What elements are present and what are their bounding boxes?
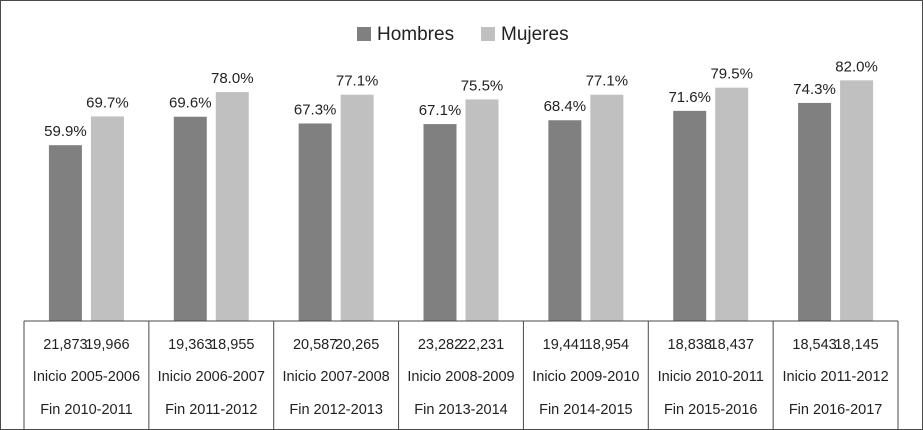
tick-label-inicio-4: Inicio 2008-2009 — [407, 369, 514, 385]
tick-label-inicio-7: Inicio 2011-2012 — [782, 369, 888, 385]
tick-label-inicio-2: Inicio 2006-2007 — [158, 369, 265, 385]
bar-mujeres-2 — [215, 92, 249, 321]
tick-label-fin-6: Fin 2015-2016 — [664, 402, 758, 418]
count-mujeres-7: 18,145 — [834, 337, 878, 353]
data-label-mujeres-3: 77.1% — [336, 73, 379, 90]
bar-hombres-7 — [798, 102, 832, 321]
count-mujeres-6: 18,437 — [710, 337, 754, 353]
count-hombres-2: 19,363 — [168, 337, 212, 353]
bar-mujeres-1 — [90, 116, 124, 321]
bar-hombres-6 — [673, 110, 707, 321]
bar-hombres-1 — [48, 145, 82, 321]
tick-label-fin-7: Fin 2016-2017 — [789, 402, 883, 418]
count-mujeres-2: 18,955 — [210, 337, 254, 353]
bar-mujeres-3 — [340, 94, 374, 321]
bar-mujeres-4 — [465, 99, 499, 321]
tick-label-fin-4: Fin 2013-2014 — [414, 402, 508, 418]
tick-label-fin-1: Fin 2010-2011 — [40, 402, 132, 418]
data-label-hombres-1: 59.9% — [44, 123, 87, 140]
count-mujeres-1: 19,966 — [85, 337, 129, 353]
tick-label-inicio-6: Inicio 2010-2011 — [658, 369, 764, 385]
bar-hombres-3 — [298, 123, 332, 321]
count-mujeres-3: 20,265 — [335, 337, 379, 353]
count-hombres-5: 19,441 — [543, 337, 587, 353]
legend-swatch-mujeres — [481, 27, 495, 41]
bar-mujeres-7 — [840, 80, 874, 321]
data-label-mujeres-4: 75.5% — [461, 77, 504, 94]
data-label-hombres-3: 67.3% — [294, 101, 337, 118]
data-label-mujeres-6: 79.5% — [710, 66, 753, 83]
tick-label-inicio-5: Inicio 2009-2010 — [532, 369, 639, 385]
legend-label-mujeres: Mujeres — [501, 24, 569, 45]
tick-label-fin-2: Fin 2011-2012 — [165, 402, 257, 418]
tick-label-inicio-1: Inicio 2005-2006 — [33, 369, 140, 385]
tick-label-fin-3: Fin 2012-2013 — [289, 402, 383, 418]
count-mujeres-5: 18,954 — [585, 337, 629, 353]
data-label-mujeres-2: 78.0% — [211, 70, 254, 87]
count-mujeres-4: 22,231 — [460, 337, 504, 353]
data-label-hombres-6: 71.6% — [668, 89, 711, 106]
bar-hombres-2 — [173, 116, 207, 321]
data-label-hombres-7: 74.3% — [793, 81, 836, 98]
data-label-mujeres-5: 77.1% — [586, 73, 629, 90]
count-hombres-7: 18,543 — [792, 337, 836, 353]
tick-label-fin-5: Fin 2014-2015 — [539, 402, 633, 418]
count-hombres-3: 20,587 — [293, 337, 337, 353]
data-label-hombres-2: 69.6% — [169, 95, 212, 112]
data-label-mujeres-1: 69.7% — [86, 94, 129, 111]
count-hombres-1: 21,873 — [43, 337, 87, 353]
legend-swatch-hombres — [357, 27, 371, 41]
bar-mujeres-5 — [590, 94, 624, 321]
count-hombres-4: 23,282 — [418, 337, 462, 353]
bar-mujeres-6 — [715, 87, 749, 321]
tick-label-inicio-3: Inicio 2007-2008 — [283, 369, 390, 385]
data-label-mujeres-7: 82.0% — [835, 58, 878, 75]
bar-hombres-5 — [548, 120, 582, 321]
data-label-hombres-5: 68.4% — [544, 98, 587, 115]
bar-hombres-4 — [423, 124, 457, 322]
legend-label-hombres: Hombres — [377, 24, 454, 45]
count-hombres-6: 18,838 — [668, 337, 712, 353]
data-label-hombres-4: 67.1% — [419, 102, 462, 119]
